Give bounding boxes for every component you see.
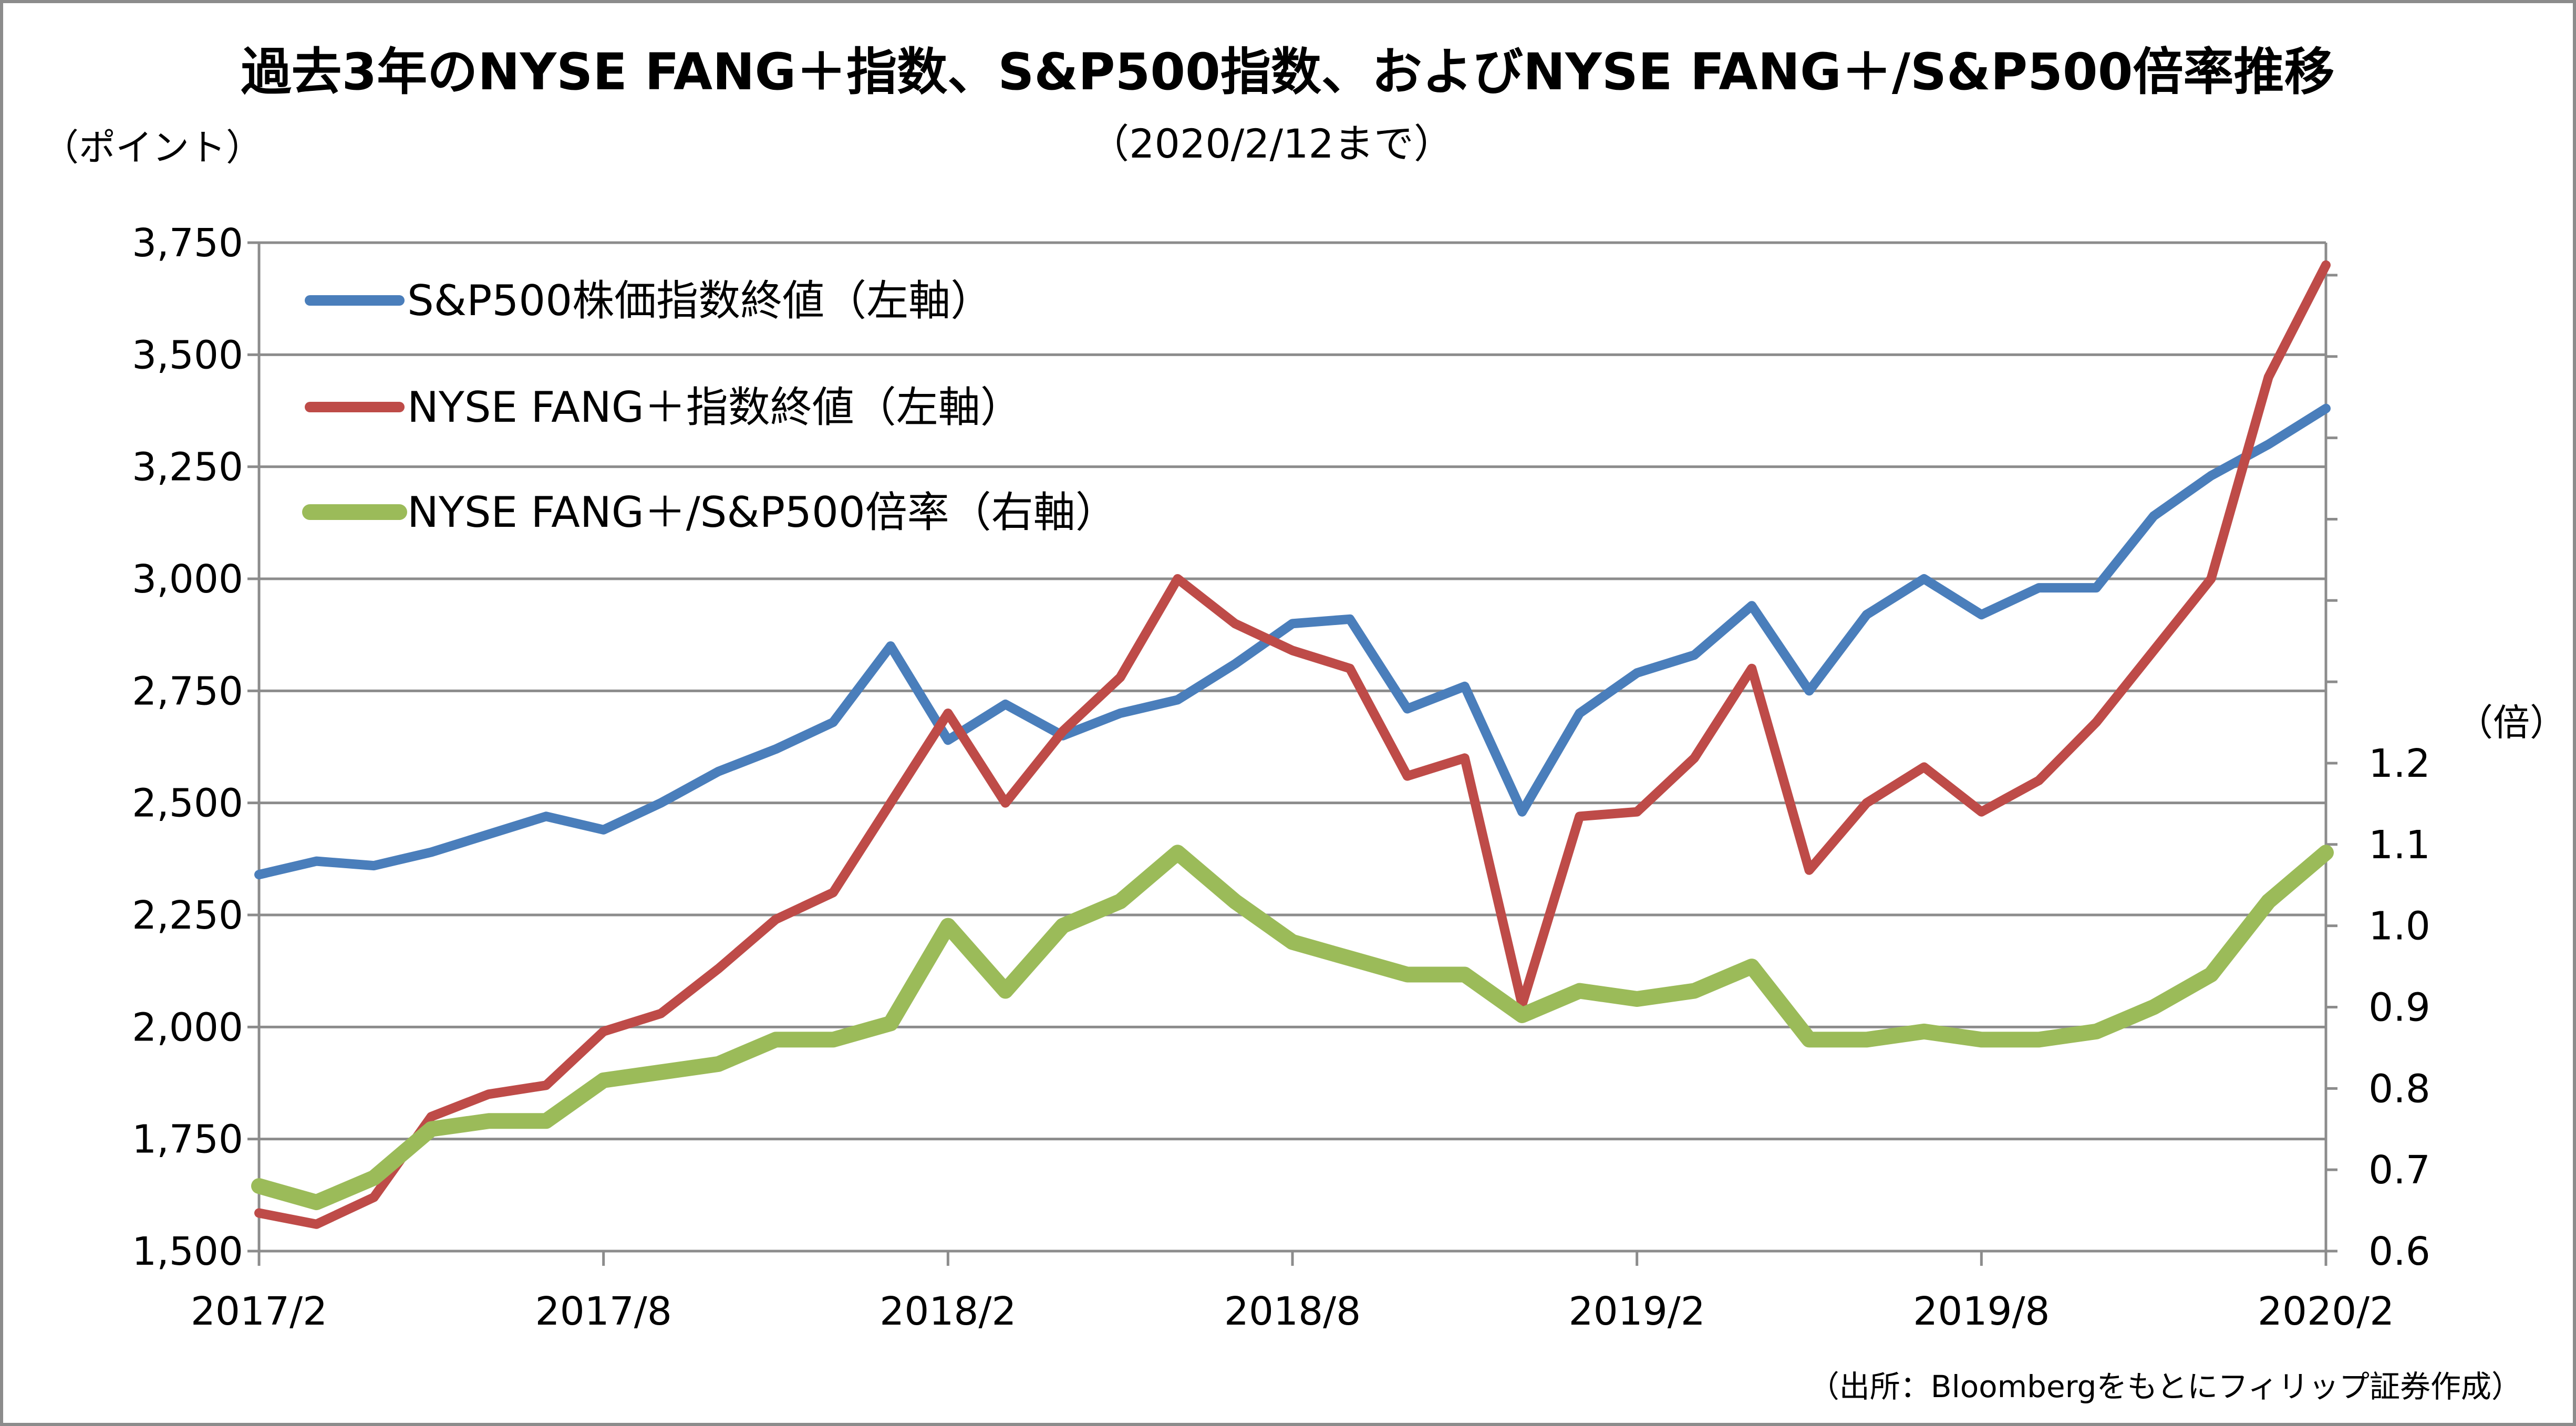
right-axis-unit: （倍） — [2456, 701, 2567, 744]
legend-label-1: S&P500株価指数終値（左軸） — [407, 276, 992, 325]
left-axis-tick-label: 2,250 — [132, 893, 243, 938]
left-axis-unit: （ポイント） — [42, 126, 263, 169]
right-axis-tick-label: 0.8 — [2368, 1066, 2430, 1111]
series-line-3 — [251, 845, 2334, 1211]
right-axis-tick-label: 0.7 — [2368, 1148, 2430, 1193]
series-line-2 — [254, 260, 2331, 1229]
right-axis-tick-label: 0.6 — [2368, 1229, 2430, 1274]
right-axis-tick-label: 0.9 — [2368, 985, 2430, 1030]
series-line-1 — [254, 403, 2331, 880]
left-axis-tick-label: 3,750 — [132, 221, 243, 266]
right-axis-tick-label: 1.1 — [2368, 823, 2430, 868]
left-axis-tick-label: 1,500 — [132, 1229, 243, 1274]
left-axis-tick-label: 2,500 — [132, 781, 243, 826]
right-axis-tick-label: 1.2 — [2368, 741, 2430, 786]
left-axis-tick-label: 1,750 — [132, 1117, 243, 1162]
x-axis-tick-label: 2020/2 — [2258, 1289, 2394, 1334]
x-axis-tick-label: 2018/8 — [1224, 1289, 1361, 1334]
axes-layer: 1,500 1,750 2,000 2,250 2,500 2,750 3,000 3,250… — [132, 221, 2430, 1334]
right-axis-tick-label: 1.0 — [2368, 904, 2430, 949]
legend-label-2: NYSE FANG＋指数終値（左軸） — [407, 383, 1022, 432]
legend-label-3: NYSE FANG＋/S&P500倍率（右軸） — [407, 488, 1118, 537]
source-note: （出所：Bloombergをもとにフィリップ証券作成） — [1809, 1369, 2522, 1404]
x-axis-tick-label: 2017/8 — [535, 1289, 671, 1334]
chart-subtitle: （2020/2/12まで） — [1089, 120, 1454, 167]
x-axis-tick-label: 2019/8 — [1913, 1289, 2050, 1334]
x-axis-tick-label: 2019/2 — [1568, 1289, 1705, 1334]
chart-title: 過去3年のNYSE FANG＋指数、S&P500指数、およびNYSE FANG＋… — [241, 43, 2334, 101]
left-axis-tick-label: 3,500 — [132, 332, 243, 378]
x-axis-tick-label: 2018/2 — [880, 1289, 1016, 1334]
left-axis-tick-label: 2,750 — [132, 669, 243, 714]
x-axis-tick-label: 2017/2 — [191, 1289, 327, 1334]
left-axis-tick-label: 3,250 — [132, 445, 243, 490]
legend: S&P500株価指数終値（左軸） NYSE FANG＋指数終値（左軸） NYSE F… — [302, 276, 1118, 537]
left-axis-tick-label: 3,000 — [132, 557, 243, 602]
series-layer — [251, 260, 2334, 1229]
left-axis-tick-label: 2,000 — [132, 1005, 243, 1050]
